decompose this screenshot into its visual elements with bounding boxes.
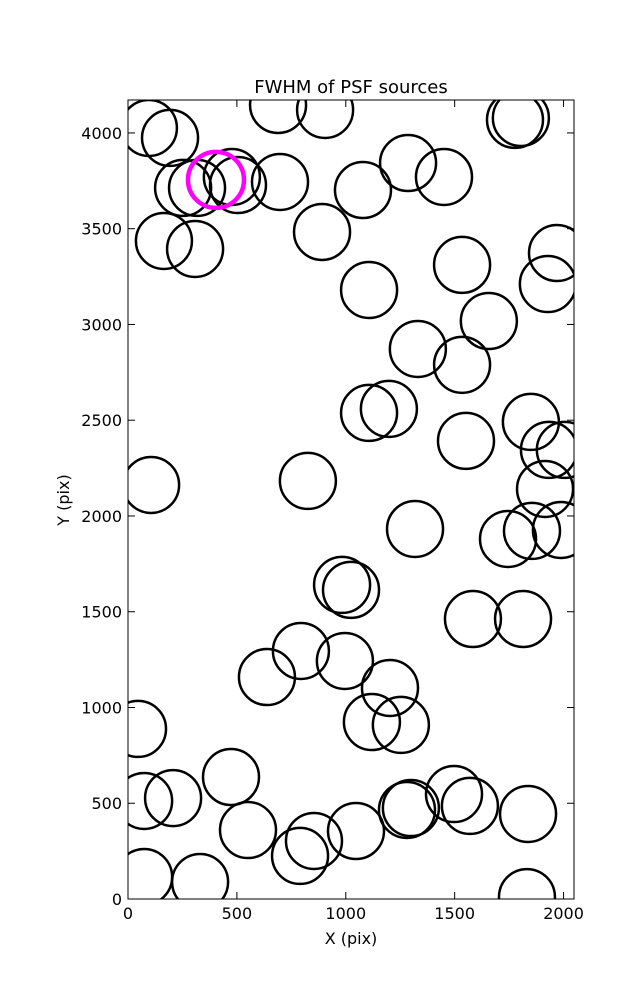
y-axis-label: Y (pix) [54, 474, 73, 526]
source-circle [502, 501, 562, 561]
source-circle [381, 778, 441, 838]
source-circle [128, 699, 168, 759]
y-tick-label: 0 [112, 890, 122, 909]
source-circle [378, 133, 438, 193]
source-circle [271, 621, 331, 681]
source-circle [440, 776, 500, 836]
source-circle [143, 768, 203, 828]
x-axis-label: X (pix) [325, 929, 378, 948]
source-circle [250, 152, 310, 212]
x-tick-label: 2000 [543, 904, 584, 923]
source-circle [339, 260, 399, 320]
y-tick-label: 4000 [81, 124, 122, 143]
source-circle [478, 509, 538, 569]
chart-title: FWHM of PSF sources [254, 77, 448, 98]
source-circle [432, 235, 492, 295]
source-circle [377, 780, 437, 840]
source-circle [292, 202, 352, 262]
source-circle [535, 420, 574, 480]
source-circle [360, 658, 420, 718]
x-tick-label: 1000 [325, 904, 366, 923]
source-circle [170, 852, 230, 899]
source-circle [185, 149, 247, 211]
source-circle [237, 647, 297, 707]
y-tick-label: 1500 [81, 603, 122, 622]
y-tick-label: 3000 [81, 315, 122, 334]
source-circle [527, 223, 574, 283]
source-circle [140, 108, 200, 168]
x-tick-label: 500 [222, 904, 253, 923]
source-circle [165, 219, 225, 279]
source-circle [388, 319, 448, 379]
source-circle [385, 499, 445, 559]
source-circle [321, 560, 381, 620]
source-circle [339, 383, 399, 443]
source-circle [208, 155, 268, 215]
plot-area [128, 100, 574, 899]
source-circle [333, 160, 393, 220]
source-circle [326, 801, 386, 861]
y-tick-label: 2500 [81, 411, 122, 430]
x-tick-label: 0 [123, 904, 133, 923]
source-circle [201, 747, 261, 807]
source-circle [295, 100, 355, 140]
source-circle [284, 811, 344, 871]
y-tick-label: 1000 [81, 698, 122, 717]
source-circle [128, 455, 181, 515]
source-circle [134, 211, 194, 271]
source-circle [485, 100, 545, 150]
source-circle [371, 695, 431, 755]
source-circle [432, 335, 492, 395]
source-circle [519, 420, 574, 480]
source-circle [414, 147, 474, 207]
y-tick-label: 2000 [81, 507, 122, 526]
source-circle [459, 291, 519, 351]
source-circle [515, 459, 574, 519]
source-circle [342, 692, 402, 752]
source-circle [498, 784, 558, 844]
source-circle [531, 500, 574, 560]
plot-frame [127, 99, 575, 900]
source-circle [359, 379, 419, 439]
source-circle [315, 631, 375, 691]
source-circle [497, 867, 557, 899]
source-circle [312, 555, 372, 615]
y-tick-label: 3500 [81, 220, 122, 239]
y-tick-label: 500 [91, 794, 122, 813]
source-circle [248, 100, 308, 135]
x-tick-label: 1500 [434, 904, 475, 923]
source-circle [128, 771, 174, 831]
source-circle [518, 254, 574, 314]
source-circle [218, 800, 278, 860]
source-circle [436, 411, 496, 471]
source-circle [493, 589, 553, 649]
source-circle [270, 826, 330, 886]
source-circle [278, 451, 338, 511]
source-circle [491, 100, 551, 148]
source-circle [424, 764, 484, 824]
source-circle [443, 589, 503, 649]
